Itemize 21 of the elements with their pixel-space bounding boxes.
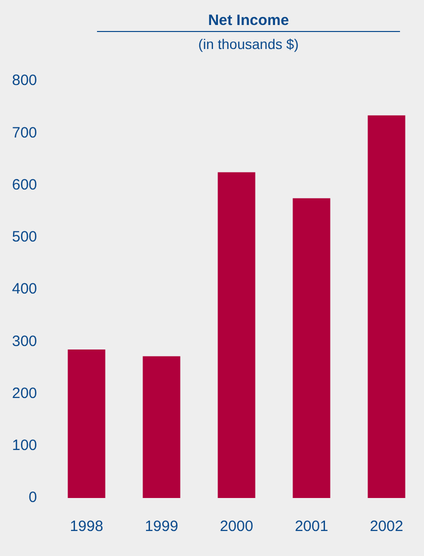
- y-tick-label: 400: [12, 280, 38, 298]
- bar: [368, 115, 406, 498]
- x-tick-label: 2001: [294, 518, 328, 536]
- y-tick-label: 500: [12, 228, 38, 246]
- y-tick-label: 300: [12, 332, 38, 350]
- y-tick-label: 0: [28, 489, 38, 506]
- bar: [218, 172, 256, 498]
- x-tick-label: 1999: [144, 518, 178, 536]
- chart-title: Net Income: [97, 12, 400, 32]
- y-tick-label: 700: [12, 124, 38, 142]
- bar: [292, 198, 330, 498]
- y-tick-label: 800: [12, 72, 38, 90]
- x-tick-label: 2002: [370, 518, 404, 536]
- x-tick-label: 1998: [70, 518, 104, 536]
- bar: [68, 349, 106, 498]
- y-tick-label: 200: [12, 384, 38, 402]
- y-tick-label: 600: [12, 176, 38, 194]
- y-tick-label: 100: [12, 437, 38, 454]
- bar: [142, 356, 180, 498]
- chart-subtitle: (in thousands $): [197, 36, 300, 52]
- x-tick-label: 2000: [220, 518, 254, 536]
